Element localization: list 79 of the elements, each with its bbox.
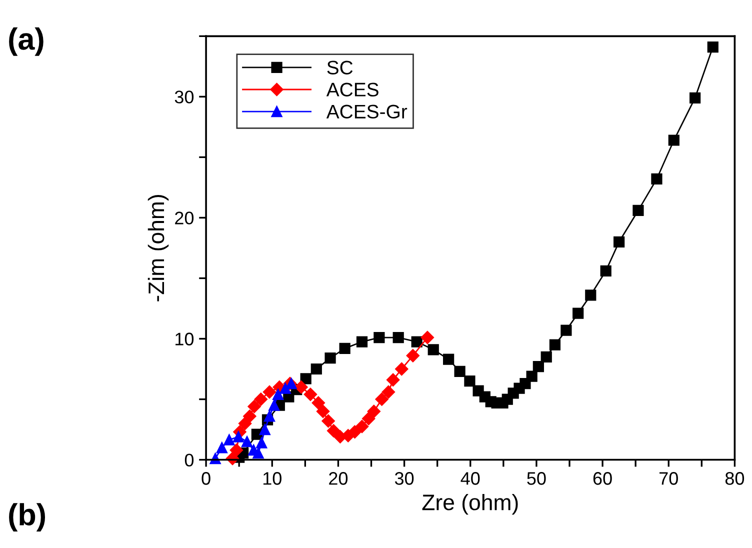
point	[526, 370, 538, 382]
point	[355, 420, 369, 434]
point	[286, 378, 297, 390]
point	[367, 404, 380, 418]
point	[268, 400, 280, 411]
y-tick-label: 10	[176, 332, 194, 346]
point	[540, 351, 552, 362]
point	[572, 308, 584, 319]
point	[272, 388, 284, 400]
point	[386, 373, 400, 386]
point	[324, 352, 336, 364]
point	[312, 396, 325, 410]
point	[362, 412, 376, 426]
point	[300, 373, 312, 384]
x-tick-label: 60	[593, 472, 612, 485]
point	[464, 376, 476, 387]
x-axis-title: Zre (ohm)	[422, 494, 518, 515]
point	[382, 385, 396, 399]
text: (b)	[9, 503, 46, 532]
point	[339, 342, 350, 354]
point	[262, 385, 276, 399]
y-tick-label: 0	[184, 454, 194, 466]
point	[690, 92, 701, 104]
point	[374, 332, 385, 344]
legend-label: ACES	[326, 82, 378, 96]
point	[428, 344, 439, 356]
point	[707, 42, 718, 53]
point	[443, 354, 454, 365]
point	[259, 424, 270, 436]
point	[256, 437, 268, 448]
x-tick-label: 70	[660, 472, 678, 485]
point	[454, 366, 466, 377]
point	[327, 424, 340, 438]
point	[348, 425, 362, 439]
point	[392, 332, 404, 344]
x-tick-label: 20	[329, 472, 348, 485]
point	[264, 410, 276, 422]
point	[232, 431, 244, 442]
point	[600, 265, 612, 277]
point	[632, 204, 644, 216]
point	[304, 388, 318, 402]
point	[316, 404, 330, 418]
legend-label: ACES-Gr	[326, 104, 408, 119]
point	[614, 236, 625, 248]
x-tick-label: 10	[263, 472, 282, 485]
point	[322, 414, 335, 428]
point	[651, 173, 662, 185]
point	[243, 410, 256, 423]
x-tick-label: 50	[527, 472, 546, 485]
point	[254, 392, 268, 406]
point	[241, 436, 253, 448]
point	[248, 400, 261, 414]
point	[356, 336, 368, 348]
point	[310, 363, 322, 375]
x-tick-label: 0	[202, 472, 210, 485]
point	[280, 382, 291, 394]
point	[224, 434, 235, 446]
point	[294, 380, 308, 394]
point	[532, 361, 544, 372]
point	[406, 349, 420, 362]
point	[560, 324, 572, 336]
point	[420, 330, 434, 344]
x-tick-label: 40	[460, 472, 480, 485]
y-tick-label: 30	[174, 90, 194, 104]
point	[230, 444, 244, 457]
point	[549, 339, 561, 350]
point	[252, 448, 264, 459]
point	[585, 290, 596, 301]
x-tick-label: 30	[394, 472, 414, 485]
legend-label: SC	[327, 60, 353, 74]
point	[375, 392, 388, 406]
y-axis-title: -Zim (ohm)	[148, 195, 169, 302]
point	[216, 442, 228, 454]
point	[668, 134, 680, 146]
point	[395, 362, 408, 376]
x-tick-label: 80	[725, 472, 744, 485]
y-tick-label: 20	[175, 212, 194, 224]
point	[411, 336, 422, 348]
text: (a)	[9, 27, 44, 56]
